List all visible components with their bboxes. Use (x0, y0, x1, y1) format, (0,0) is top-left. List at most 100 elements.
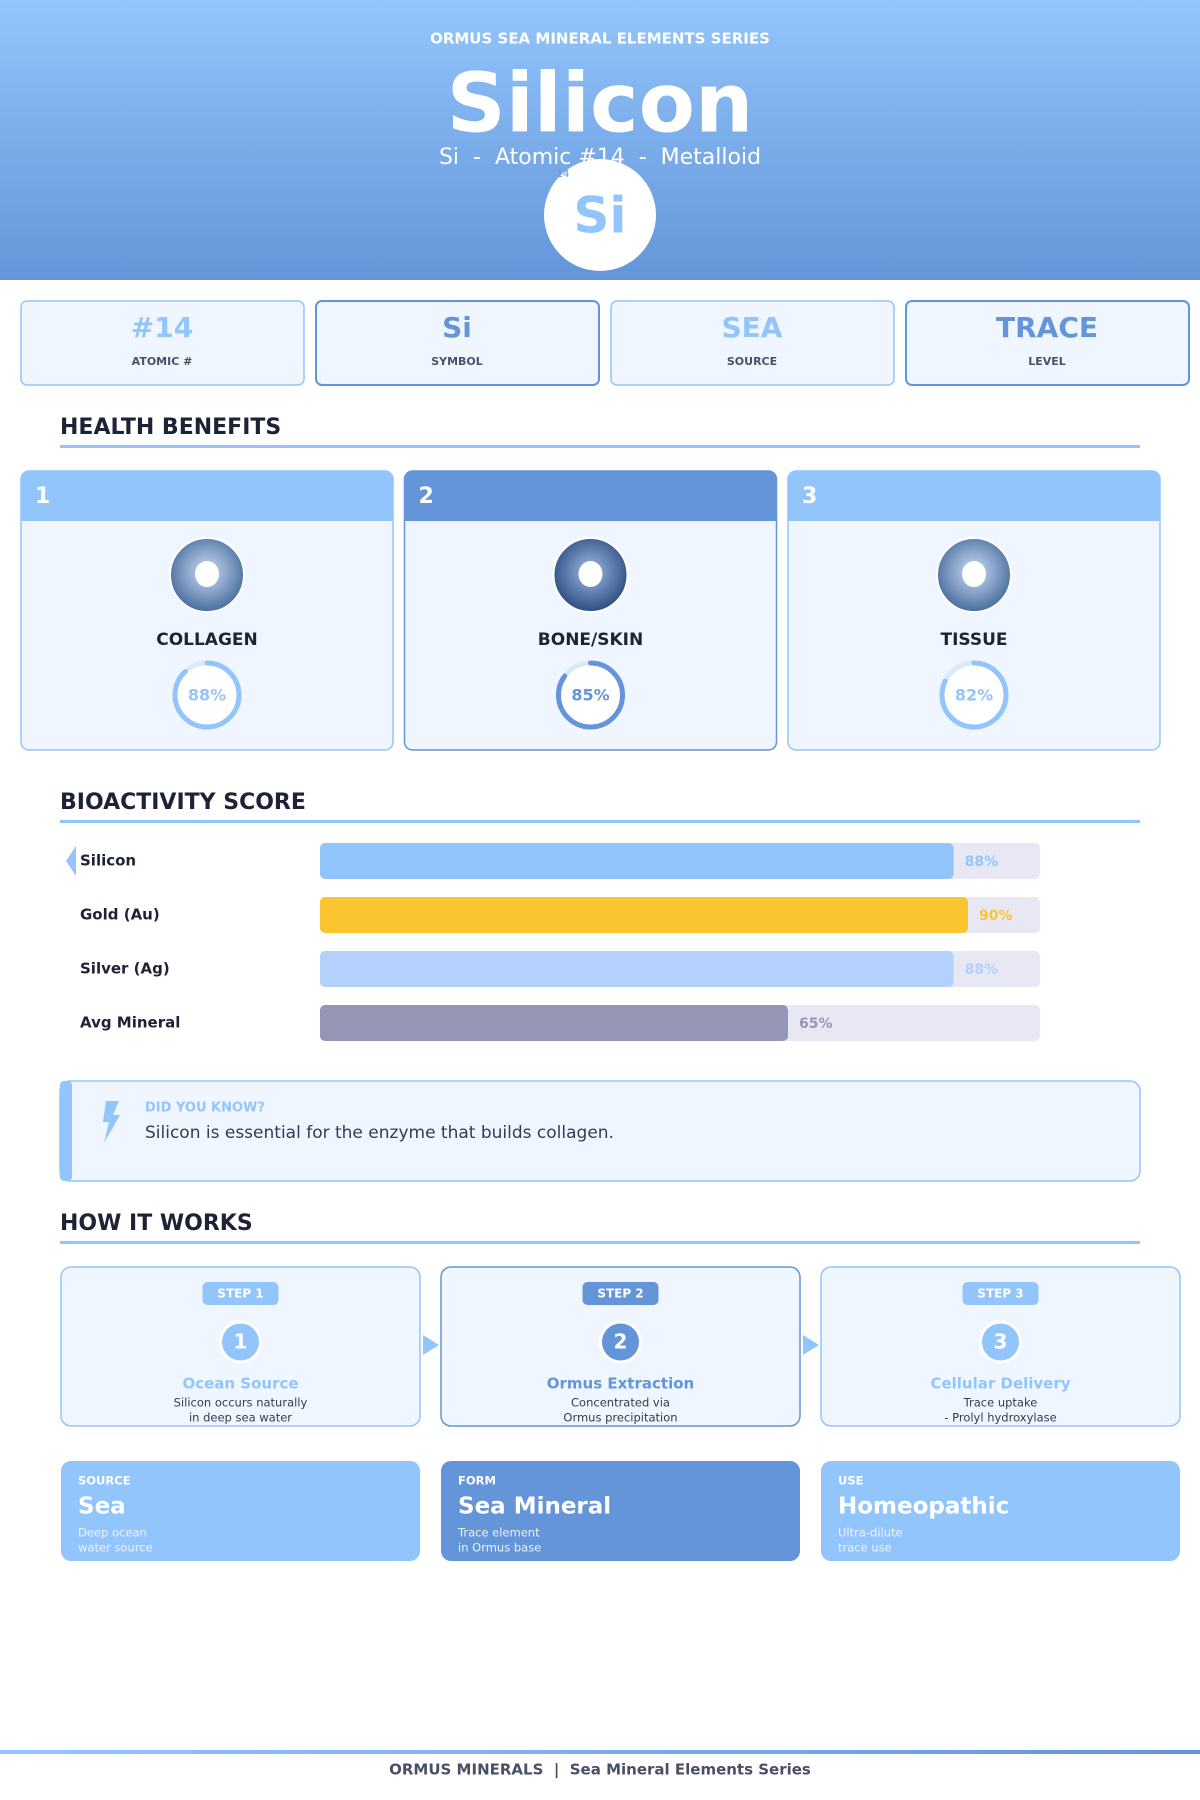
benefit-icon-glyph (195, 561, 219, 587)
badge-symbol: Si (573, 187, 626, 245)
footer-rule (0, 1750, 1200, 1754)
section-rule (60, 445, 1140, 448)
bar-value-label: 90% (979, 908, 1013, 924)
step-tag: STEP 3 (977, 1287, 1023, 1301)
step-circle (599, 1320, 642, 1364)
bar (320, 951, 954, 987)
benefit-border (20, 470, 394, 751)
bar (320, 1005, 788, 1041)
step-text: Trace uptake (963, 1396, 1038, 1410)
symbol-badge (544, 159, 656, 271)
step-text: in deep sea water (189, 1411, 292, 1425)
fact-text: trace use (838, 1541, 892, 1555)
fact-value: Sea (78, 1494, 126, 1520)
gauge-arc (172, 660, 242, 730)
footer: ORMUS MINERALS | Sea Mineral Elements Se… (389, 1761, 811, 1780)
benefit-header (21, 491, 393, 521)
stat-label: SOURCE (727, 355, 777, 368)
bar-label: Gold (Au) (80, 906, 160, 924)
stat-value: #14 (131, 311, 193, 344)
tip-text: Silicon is essential for the enzyme that… (145, 1123, 614, 1143)
step-text: - Prolyl hydroxylase (944, 1411, 1056, 1425)
stat-label: SYMBOL (431, 355, 483, 368)
step-title: Ocean Source (182, 1375, 298, 1393)
bar-label: Silver (Ag) (80, 960, 170, 978)
stat-value: Si (442, 311, 472, 344)
bar-label: Silicon (80, 852, 136, 870)
tip-label: DID YOU KNOW? (145, 1101, 265, 1116)
step-circle (219, 1320, 262, 1364)
fact-text: Ultra-dilute (838, 1526, 903, 1540)
step-number: 2 (614, 1330, 628, 1354)
fact-label: FORM (458, 1474, 496, 1488)
gauge-label: 82% (955, 686, 993, 705)
fact-card (821, 1461, 1180, 1561)
bar-value-label: 88% (965, 854, 999, 870)
section-rule (60, 1241, 1140, 1244)
step-pill (582, 1282, 659, 1305)
fact-text: Trace element (457, 1526, 540, 1540)
bar-label: Avg Mineral (80, 1014, 180, 1032)
step-text: Silicon occurs naturally (174, 1396, 308, 1410)
gauge-arc (556, 660, 625, 730)
fact-card (441, 1461, 800, 1561)
step-text: Concentrated via (571, 1396, 670, 1410)
benefit-number: 2 (419, 484, 434, 509)
step-pill (202, 1282, 279, 1305)
gauge-label: 88% (188, 686, 226, 705)
tip-accent (60, 1081, 72, 1181)
step-arrow (803, 1335, 819, 1355)
section-title: BIOACTIVITY SCORE (60, 790, 306, 815)
benefit-name: BONE/SKIN (538, 630, 643, 650)
step-tag: STEP 1 (217, 1287, 263, 1301)
bar (320, 897, 968, 933)
tip-icon (103, 1101, 120, 1143)
bar (320, 843, 954, 879)
step-tag: STEP 2 (597, 1287, 643, 1301)
fact-text: in Ormus base (458, 1541, 541, 1555)
title: Silicon (447, 56, 754, 151)
section-rule (60, 820, 1140, 823)
section-title: HOW IT WORKS (60, 1211, 253, 1236)
benefit-border (403, 470, 778, 751)
fact-text: Deep ocean (78, 1526, 147, 1540)
benefit-header (788, 491, 1160, 521)
stat-card (905, 300, 1190, 386)
step-number: 1 (234, 1330, 248, 1354)
fact-card (61, 1461, 420, 1561)
series-label: ORMUS SEA MINERAL ELEMENTS SERIES (430, 30, 770, 48)
gauge-arc (939, 660, 1009, 730)
benefit-header (404, 491, 777, 521)
step-number: 3 (994, 1330, 1008, 1354)
bar-value-label: 65% (799, 1016, 833, 1032)
fact-value: Sea Mineral (458, 1494, 611, 1520)
stat-value: TRACE (996, 311, 1098, 344)
fact-label: SOURCE (78, 1474, 131, 1488)
fact-value: Homeopathic (838, 1494, 1009, 1520)
benefit-number: 1 (35, 484, 50, 509)
highlight-marker (66, 846, 76, 876)
badge-number: 14 (557, 169, 570, 180)
benefit-name: TISSUE (940, 630, 1007, 650)
section-title: HEALTH BENEFITS (60, 415, 281, 440)
fact-text: water source (78, 1541, 153, 1555)
benefit-number: 3 (802, 484, 817, 509)
fact-label: USE (838, 1474, 864, 1488)
step-title: Ormus Extraction (547, 1375, 694, 1393)
step-title: Cellular Delivery (930, 1375, 1070, 1393)
stat-card (20, 300, 305, 386)
stat-value: SEA (722, 311, 783, 344)
benefit-border (787, 470, 1161, 751)
step-circle (979, 1320, 1022, 1364)
benefit-icon-glyph (962, 561, 986, 587)
gauge-label: 85% (571, 686, 609, 705)
bar-value-label: 88% (965, 962, 999, 978)
step-pill (962, 1282, 1039, 1305)
benefit-icon-glyph (578, 561, 603, 587)
benefit-name: COLLAGEN (156, 630, 258, 650)
step-text: Ormus precipitation (563, 1411, 677, 1425)
stat-label: ATOMIC # (132, 355, 193, 368)
stat-label: LEVEL (1028, 355, 1066, 368)
